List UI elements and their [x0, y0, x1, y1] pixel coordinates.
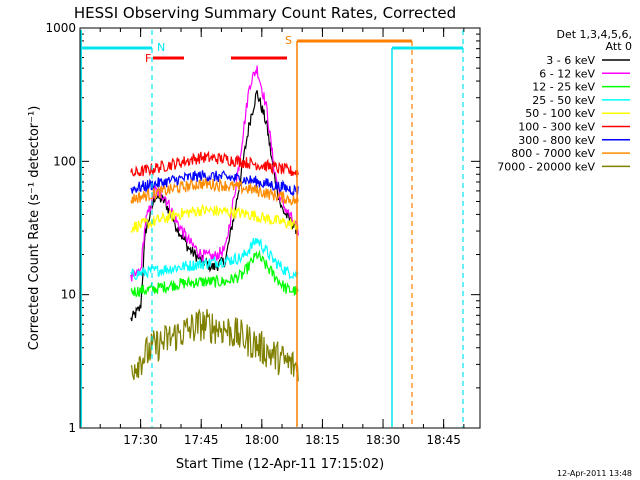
series-line-2 — [130, 65, 299, 282]
y-tick-label: 1 — [68, 421, 76, 435]
x-tick-label: 18:30 — [366, 433, 401, 447]
series-line-4 — [130, 237, 299, 280]
legend-label-3: 12 - 25 keV — [532, 81, 595, 94]
series-line-6 — [130, 150, 299, 178]
legend-label-8: 800 - 7000 keV — [511, 147, 595, 160]
y-tick-label: 1000 — [45, 21, 76, 35]
plot-frame — [79, 27, 481, 429]
y-tick-label: 100 — [53, 154, 76, 168]
series-line-8 — [130, 178, 299, 206]
y-axis-label: Corrected Count Rate (s⁻¹ detector⁻¹) — [27, 106, 42, 351]
series-line-7 — [130, 169, 299, 197]
axes-layer: 1 10 100 1000 17:30 17:45 18:00 18:15 18:30 18:45… — [45, 21, 480, 447]
x-tick-label: 18:00 — [245, 433, 280, 447]
legend-label-2: 6 - 12 keV — [539, 67, 595, 80]
data-layer — [130, 65, 299, 382]
legend-label-5: 50 - 100 keV — [525, 107, 595, 120]
x-tick-label: 18:45 — [426, 433, 461, 447]
series-line-9 — [130, 308, 299, 382]
legend-label-9: 7000 - 20000 keV — [497, 160, 595, 173]
legend-title-line-1: Det 1,3,4,5,6, — [556, 28, 632, 41]
y-tick-label: 10 — [61, 288, 76, 302]
flare-label: F — [145, 52, 151, 65]
x-tick-label: 17:45 — [184, 433, 219, 447]
series-line-5 — [130, 203, 299, 234]
legend-title-line-2: Att 0 — [606, 40, 632, 53]
night-label: N — [157, 41, 165, 54]
x-axis-label: Start Time (12-Apr-11 17:15:02) — [176, 457, 384, 472]
series-line-3 — [130, 249, 299, 298]
footer-date: 12-Apr-2011 13:48 — [557, 469, 632, 478]
saa-label: S — [285, 34, 292, 47]
legend-label-7: 300 - 800 keV — [518, 134, 595, 147]
legend-label-1: 3 - 6 keV — [546, 54, 595, 67]
legend-label-4: 25 - 50 keV — [532, 94, 595, 107]
x-tick-label: 17:30 — [123, 433, 158, 447]
legend-label-6: 100 - 300 keV — [518, 121, 595, 134]
chart-title: HESSI Observing Summary Count Rates, Cor… — [74, 4, 456, 22]
x-tick-label: 18:15 — [305, 433, 340, 447]
series-line-1 — [130, 90, 299, 322]
